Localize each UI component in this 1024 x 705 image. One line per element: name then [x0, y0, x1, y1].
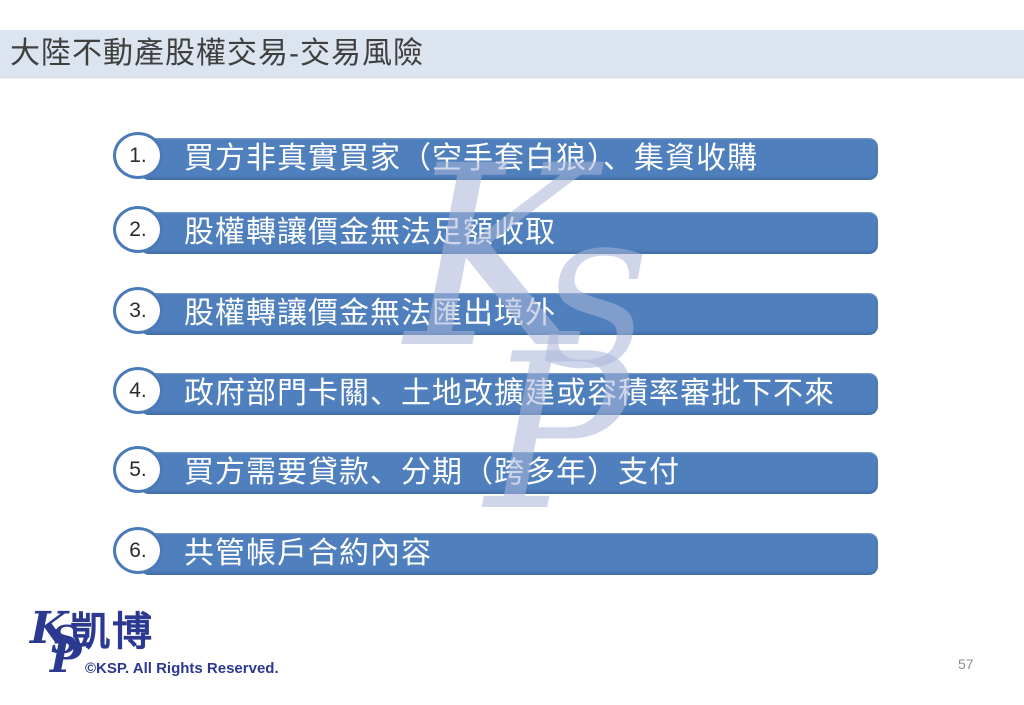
item-number-5: 5.: [129, 458, 147, 481]
risk-item-4-text: 政府部門卡關、土地改擴建或容積率審批下不來: [184, 377, 835, 410]
copyright-text: ©KSP. All Rights Reserved.: [85, 660, 279, 677]
page-number: 57: [958, 656, 974, 672]
risk-item-6: 共管帳戶合約內容 6.: [0, 527, 1024, 575]
risk-item-3-text: 股權轉讓價金無法匯出境外: [184, 297, 556, 330]
slide-title: 大陸不動產股權交易-交易風險: [10, 37, 424, 70]
item-number-6: 6.: [129, 539, 147, 562]
item-number-badge-5: 5.: [113, 446, 163, 493]
risk-item-5-bar: 買方需要貸款、分期（跨多年）支付: [140, 452, 878, 494]
risk-item-4: 政府部門卡關、土地改擴建或容積率審批下不來 4.: [0, 367, 1024, 415]
risk-item-1-text: 買方非真實買家（空手套白狼）、集資收購: [184, 142, 758, 175]
item-number-2: 2.: [129, 218, 147, 241]
risk-item-5: 買方需要貸款、分期（跨多年）支付 5.: [0, 446, 1024, 494]
item-number-badge-6: 6.: [113, 527, 163, 574]
ksp-logo-icon: K S P: [30, 607, 92, 695]
item-number-1: 1.: [129, 144, 147, 167]
risk-item-2: 股權轉讓價金無法足額收取 2.: [0, 206, 1024, 254]
risk-item-3: 股權轉讓價金無法匯出境外 3.: [0, 287, 1024, 335]
footer: K S P 凱博 ©KSP. All Rights Reserved.: [0, 605, 340, 705]
risk-item-2-text: 股權轉讓價金無法足額收取: [184, 216, 556, 249]
risk-item-1-bar: 買方非真實買家（空手套白狼）、集資收購: [140, 138, 878, 180]
title-bar: 大陸不動產股權交易-交易風險: [0, 30, 1024, 79]
ksp-logo-k: K: [30, 603, 69, 654]
item-number-badge-1: 1.: [113, 132, 163, 179]
item-number-4: 4.: [129, 379, 147, 402]
risk-item-6-bar: 共管帳戶合約內容: [140, 533, 878, 575]
brand-name: 凱博: [70, 610, 154, 654]
ksp-watermark-p: P: [485, 307, 630, 558]
risk-item-6-text: 共管帳戶合約內容: [184, 537, 432, 570]
ksp-logo-p: P: [50, 633, 82, 682]
ksp-logo-s: S: [51, 617, 79, 662]
risk-item-2-bar: 股權轉讓價金無法足額收取: [140, 212, 878, 254]
risk-item-5-text: 買方需要貸款、分期（跨多年）支付: [184, 456, 680, 489]
item-number-badge-4: 4.: [113, 367, 163, 414]
item-number-badge-3: 3.: [113, 287, 163, 334]
item-number-badge-2: 2.: [113, 206, 163, 253]
risk-item-3-bar: 股權轉讓價金無法匯出境外: [140, 293, 878, 335]
risk-item-4-bar: 政府部門卡關、土地改擴建或容積率審批下不來: [140, 373, 878, 415]
risk-item-1: 買方非真實買家（空手套白狼）、集資收購 1.: [0, 132, 1024, 180]
item-number-3: 3.: [129, 299, 147, 322]
